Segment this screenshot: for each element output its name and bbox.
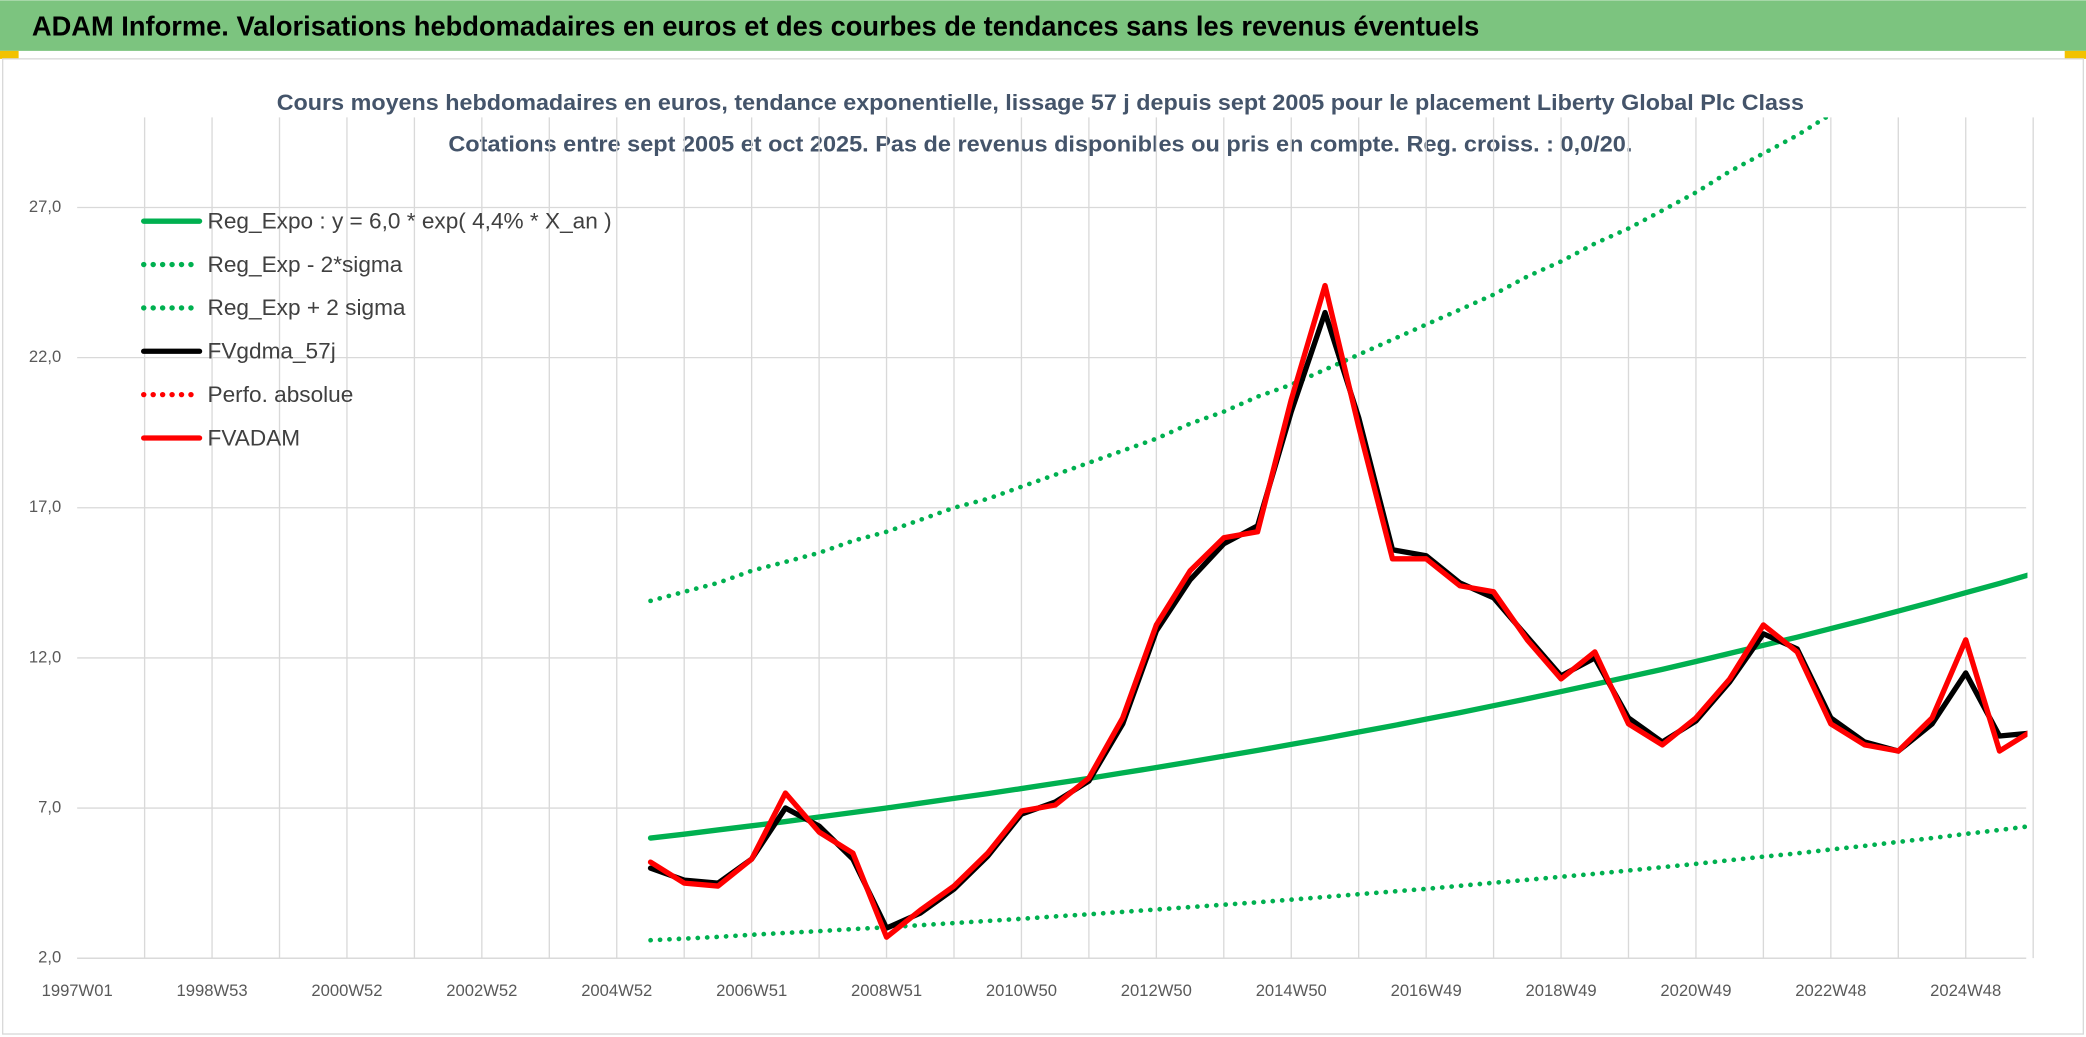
plot-lines (647, 117, 2028, 943)
header-bar (0, 0, 2086, 51)
legend-label: Reg_Expo : y = 6,0 * exp( 4,4% * X_an ) (208, 208, 612, 233)
legend-label: Reg_Exp - 2*sigma (208, 252, 403, 277)
legend-label: FVgdma_57j (208, 339, 336, 364)
y-tick-label: 27,0 (29, 197, 61, 216)
legend-label: Reg_Exp + 2 sigma (208, 295, 406, 320)
x-tick-label: 2008W51 (851, 981, 922, 1000)
x-tick-label: 1998W53 (177, 981, 248, 1000)
page-title: ADAM Informe. Valorisations hebdomadaire… (32, 11, 1479, 42)
x-tick-label: 2000W52 (311, 981, 382, 1000)
legend-label: Perfo. absolue (208, 382, 354, 407)
axes: 2,0 7,0 12,0 17,0 22,0 27,0 1997W01 1998W53 2000… (29, 197, 2027, 1000)
x-tick-label: 2020W49 (1660, 981, 1731, 1000)
series-line (648, 117, 1831, 604)
legend: Reg_Expo : y = 6,0 * exp( 4,4% * X_an ) R… (141, 208, 612, 450)
chart-title: Cours moyens hebdomadaires en euros, ten… (277, 90, 1804, 115)
y-tick-label: 17,0 (29, 497, 61, 516)
series-line (647, 572, 2028, 841)
chart-subtitle: Cotations entre sept 2005 et oct 2025. P… (448, 131, 1632, 156)
corner-accent (0, 50, 19, 59)
x-tick-label: 2018W49 (1525, 981, 1596, 1000)
x-tick-label: 2010W50 (986, 981, 1057, 1000)
x-tick-label: 2024W48 (1930, 981, 2001, 1000)
y-tick-label: 22,0 (29, 347, 61, 366)
x-tick-label: 1997W01 (42, 981, 113, 1000)
corner-accent (2064, 50, 2086, 59)
x-tick-label: 2004W52 (581, 981, 652, 1000)
legend-label: FVADAM (208, 425, 301, 450)
x-tick-label: 2016W49 (1391, 981, 1462, 1000)
y-tick-label: 2,0 (38, 948, 61, 967)
y-tick-label: 12,0 (29, 647, 61, 666)
x-tick-label: 2006W51 (716, 981, 787, 1000)
x-tick-label: 2014W50 (1256, 981, 1327, 1000)
x-tick-label: 2002W52 (446, 981, 517, 1000)
x-tick-label: 2022W48 (1795, 981, 1866, 1000)
series-line (647, 282, 2028, 940)
y-tick-label: 7,0 (38, 797, 61, 816)
x-tick-label: 2012W50 (1121, 981, 1192, 1000)
chart-border (1, 58, 2085, 1035)
